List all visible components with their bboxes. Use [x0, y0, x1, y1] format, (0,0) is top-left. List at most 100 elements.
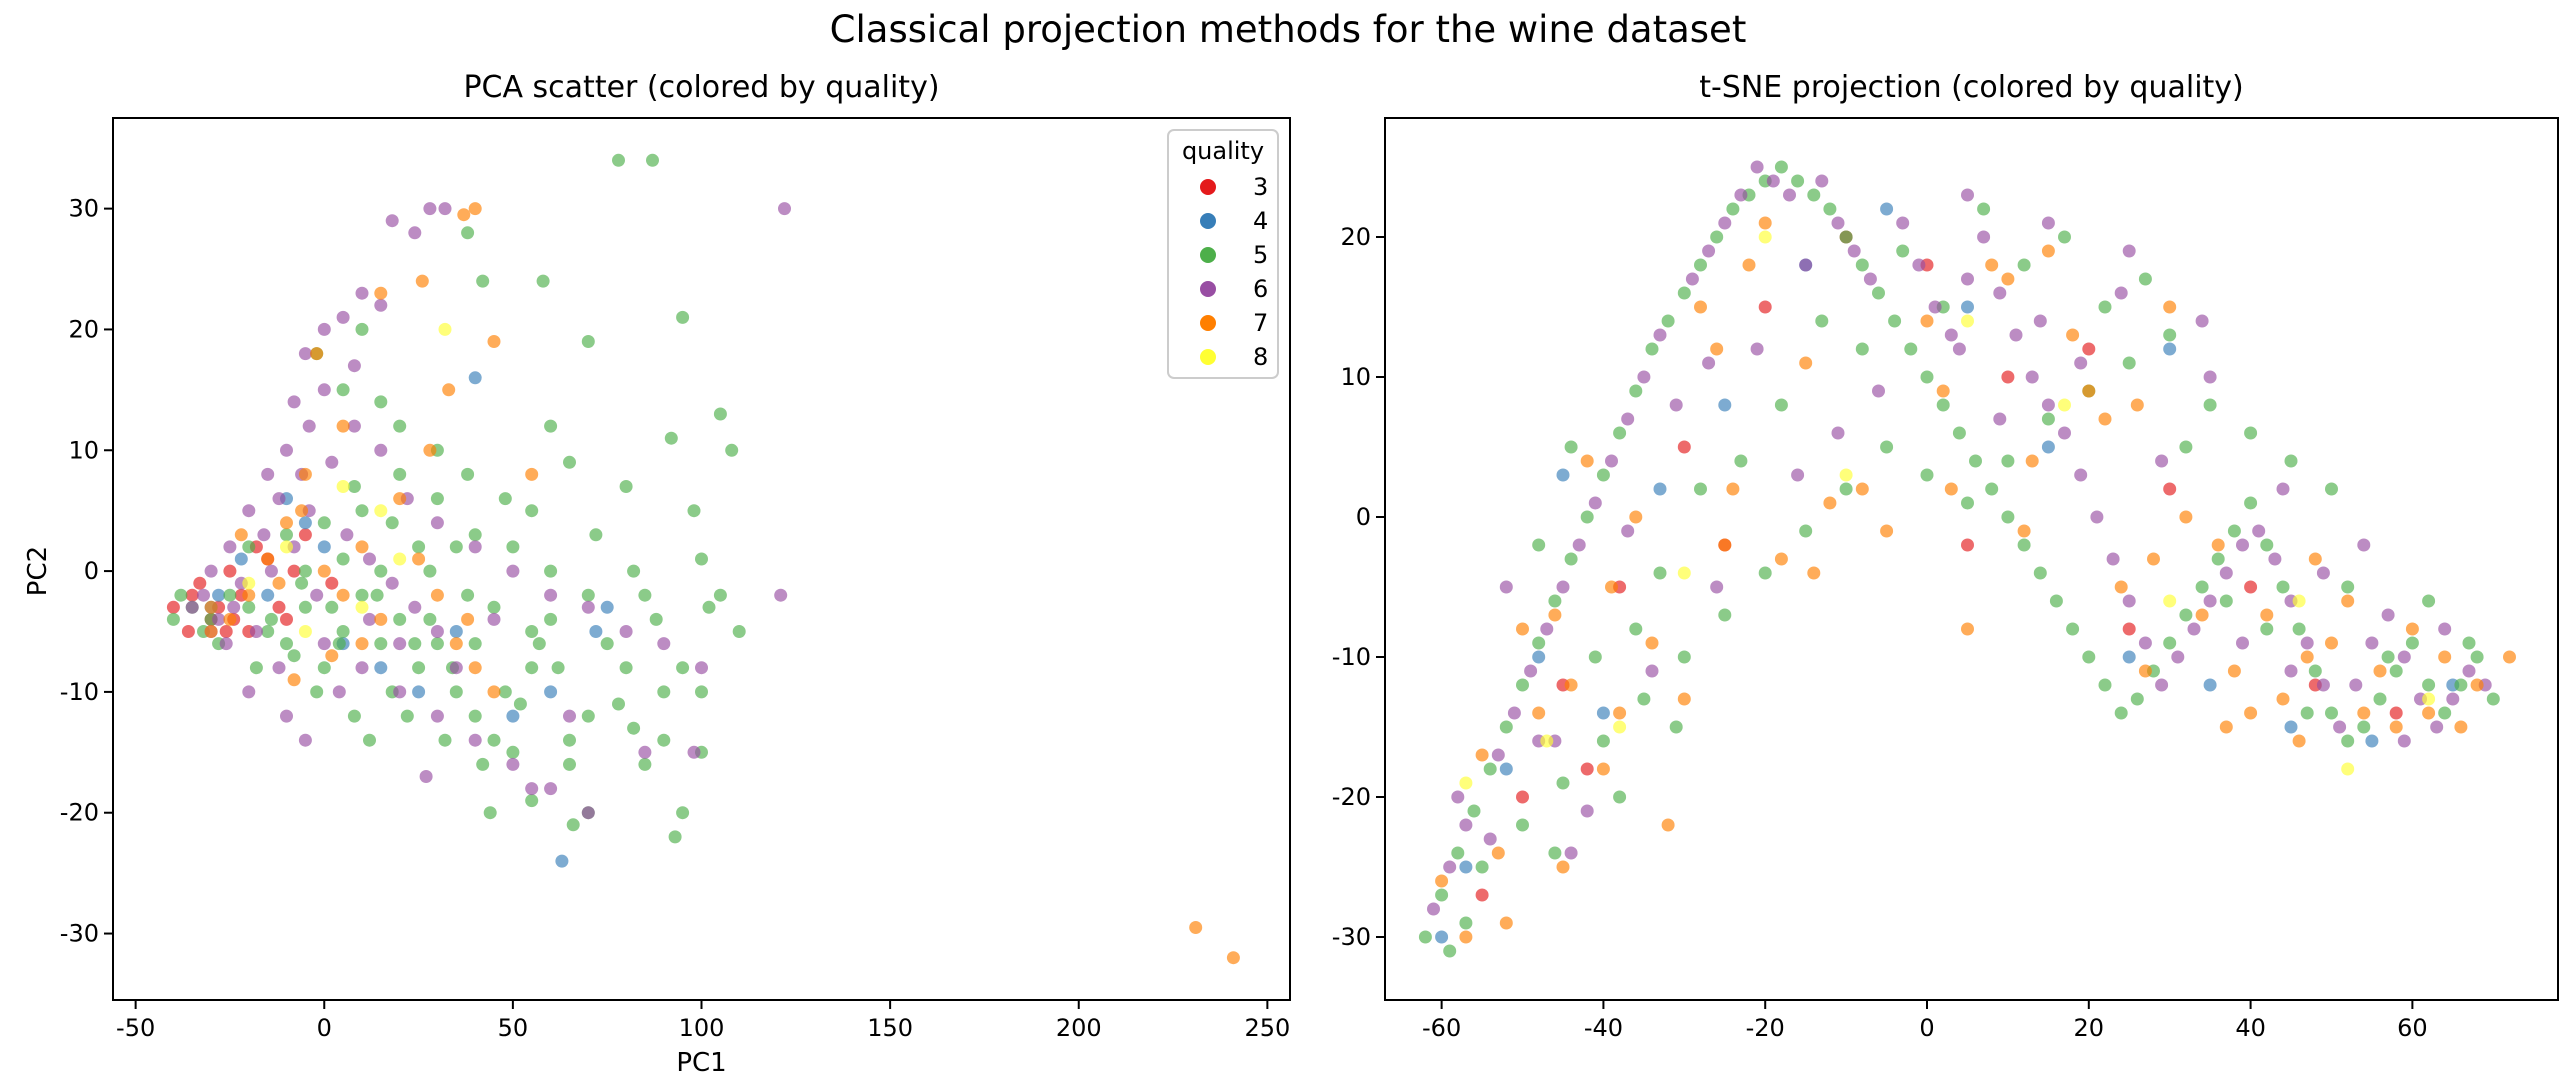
tsne-point-q5	[2284, 454, 2298, 468]
pca-point-q8	[280, 540, 293, 554]
pca-point-q6	[563, 709, 576, 723]
tsne-point-q8	[1613, 720, 1627, 734]
tsne-ytick-label: -10	[1332, 643, 1371, 671]
tsne-point-q6	[1605, 454, 1618, 468]
tsne-point-q6	[1637, 370, 1651, 384]
tsne-point-q3	[2389, 706, 2403, 720]
tsne-point-q7	[2470, 678, 2484, 692]
pca-point-q5	[536, 274, 550, 288]
tsne-point-q5	[1532, 636, 1546, 650]
pca-point-q8	[242, 576, 256, 590]
tsne-point-q6	[1621, 524, 1635, 538]
tsne-point-q4	[2122, 650, 2136, 664]
pca-point-q5	[393, 612, 407, 626]
legend-marker-6	[1200, 281, 1216, 297]
tsne-point-q8	[1459, 776, 1473, 790]
tsne-point-q5	[1669, 720, 1683, 734]
pca-point-q6	[287, 395, 301, 409]
tsne-point-q5	[2381, 650, 2395, 664]
pca-point-q6	[393, 685, 407, 699]
tsne-point-q7	[2357, 706, 2371, 720]
tsne-point-q5	[1710, 230, 1724, 244]
tsne-point-q5	[2114, 706, 2128, 720]
tsne-point-q6	[2138, 636, 2152, 650]
tsne-point-q7	[2438, 650, 2452, 664]
tsne-point-q6	[2187, 622, 2201, 636]
tsne-point-q5	[2470, 650, 2484, 664]
pca-point-q4	[449, 625, 463, 638]
pca-point-q5	[544, 419, 558, 433]
tsne-point-q5	[1855, 258, 1869, 272]
pca-point-q8	[393, 552, 407, 566]
pca-point-q7	[325, 649, 339, 663]
pca-point-q6	[197, 588, 210, 602]
pca-point-q3	[193, 576, 207, 590]
tsne-point-q5	[2130, 692, 2144, 706]
pca-point-q7	[1226, 951, 1240, 965]
tsne-frame	[1384, 117, 2559, 1001]
pca-point-q6	[423, 202, 437, 216]
tsne-point-q5	[1629, 384, 1643, 398]
pca-point-q5	[563, 455, 576, 469]
tsne-point-q6	[1718, 216, 1732, 230]
tsne-point-q5	[2211, 552, 2225, 566]
tsne-point-q6	[1928, 300, 1942, 314]
tsne-point-q5	[1418, 930, 1432, 944]
tsne-point-q3	[2082, 342, 2096, 356]
tsne-point-q7	[1613, 706, 1627, 720]
pca-point-q7	[430, 588, 444, 602]
tsne-point-q6	[2268, 552, 2282, 566]
pca-point-q5	[713, 407, 727, 421]
pca-point-q6	[280, 709, 293, 723]
tsne-point-q7	[2308, 552, 2322, 566]
tsne-point-q5	[2462, 636, 2476, 650]
tsne-point-q5	[1774, 160, 1788, 174]
tsne-point-q5	[2325, 706, 2338, 720]
pca-point-q4	[555, 854, 569, 868]
pca-point-q5	[646, 153, 659, 167]
tsne-point-q5	[1774, 398, 1788, 412]
tsne-point-q6	[2155, 454, 2169, 468]
tsne-point-q5	[1985, 482, 1999, 496]
pca-point-q7	[374, 612, 388, 626]
pca-point-q4	[589, 625, 603, 638]
legend-label-6: 6	[1253, 275, 1268, 303]
pca-point-q6	[340, 528, 354, 542]
pca-point-q5	[461, 467, 475, 481]
pca-point-q7	[295, 504, 309, 518]
tsne-point-q6	[2203, 594, 2217, 608]
tsne-point-q4	[1459, 860, 1473, 874]
pca-point-q6	[419, 770, 433, 783]
tsne-point-q5	[2017, 538, 2031, 552]
pca-xtick-label: 0	[317, 1014, 332, 1042]
pca-ytick-label: 0	[84, 557, 99, 585]
pca-point-q6	[374, 298, 388, 312]
pca-point-q4	[600, 600, 614, 614]
tsne-point-q7	[1516, 622, 1529, 636]
pca-point-q5	[506, 745, 520, 759]
tsne-point-q6	[2430, 720, 2444, 734]
pca-xtick-label: -50	[116, 1014, 155, 1042]
tsne-point-q6	[2171, 650, 2185, 664]
pca-point-q6	[223, 540, 237, 554]
tsne-point-q7	[1807, 566, 1821, 580]
tsne-point-q5	[1734, 454, 1748, 468]
tsne-point-q6	[1443, 860, 1457, 874]
tsne-point-q8	[1540, 734, 1554, 748]
tsne-point-q5	[1435, 888, 1449, 902]
pca-point-q8	[336, 480, 350, 493]
tsne-point-q8	[1677, 566, 1691, 580]
tsne-point-q5	[2082, 650, 2096, 664]
pca-point-q3	[223, 564, 237, 578]
tsne-point-q5	[2292, 622, 2306, 636]
tsne-point-q5	[2066, 622, 2080, 636]
tsne-point-q6	[2203, 370, 2217, 384]
pca-point-q7	[280, 516, 293, 530]
tsne-point-q5	[2219, 594, 2233, 608]
pca-point-q5	[317, 661, 331, 675]
pca-point-q5	[363, 733, 376, 747]
tsne-point-q5	[2244, 426, 2258, 440]
pca-point-q3	[272, 600, 286, 614]
pca-point-q6	[204, 564, 218, 578]
legend-title: quality	[1182, 137, 1264, 165]
